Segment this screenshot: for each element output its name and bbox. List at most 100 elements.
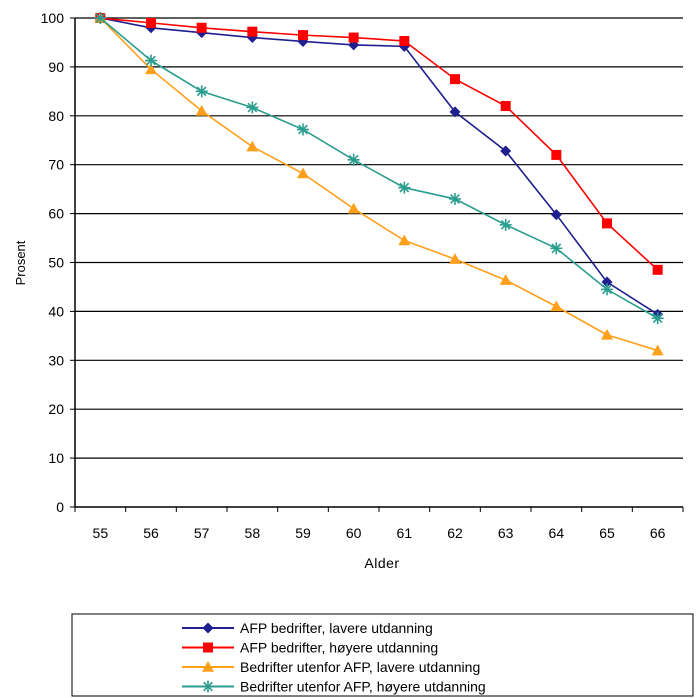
x-tick-labels: 55 56 57 58 59 60 61 62 63 64 65 66	[93, 525, 666, 541]
y-tick-label: 70	[48, 157, 64, 173]
data-point-star	[449, 192, 461, 205]
data-point-square	[602, 218, 612, 229]
star-stroke	[348, 154, 359, 165]
legend-label: Bedrifter utenfor AFP, høyere utdanning	[240, 679, 486, 695]
data-point-star	[347, 153, 360, 166]
series-3	[94, 12, 664, 356]
star-stroke	[298, 124, 308, 135]
x-tick-label: 62	[447, 525, 463, 541]
y-tick-label: 40	[48, 303, 64, 319]
data-point-star	[499, 218, 512, 231]
star-stroke	[450, 194, 460, 204]
x-tick-label: 56	[143, 525, 159, 541]
y-tick-label: 90	[48, 59, 64, 75]
data-point-square	[203, 642, 213, 653]
data-point-triangle	[398, 234, 411, 246]
legend: AFP bedrifter, lavere utdanning AFP bedri…	[71, 613, 694, 697]
legend-label: AFP bedrifter, høyere utdanning	[240, 640, 438, 656]
data-point-triangle	[550, 300, 563, 312]
data-point-square	[450, 74, 460, 85]
data-point-star	[398, 181, 411, 194]
x-tick-label: 63	[498, 525, 514, 541]
data-point-diamond	[550, 209, 562, 221]
y-tick-label: 10	[48, 450, 64, 466]
data-point-square	[298, 30, 308, 41]
x-tick-label: 66	[650, 525, 666, 541]
x-tick-label: 57	[194, 525, 210, 541]
legend-label: Bedrifter utenfor AFP, lavere utdanning	[240, 659, 480, 675]
y-tick-label: 60	[48, 206, 64, 222]
legend-entry-1: AFP bedrifter, lavere utdanning	[182, 620, 433, 636]
legend-entry-3: Bedrifter utenfor AFP, lavere utdanning	[182, 659, 480, 675]
data-point-diamond	[449, 106, 461, 118]
data-point-triangle	[651, 344, 664, 356]
x-tick-label: 61	[397, 525, 413, 541]
series-line	[100, 17, 659, 316]
axes	[74, 18, 683, 508]
data-point-star	[195, 85, 208, 98]
data-point-square	[652, 264, 663, 275]
x-tick-label: 64	[549, 525, 565, 541]
data-point-triangle	[246, 140, 259, 152]
data-point-triangle	[499, 274, 512, 285]
y-tick-labels: 0 10 20 30 40 50 60 70 80 90 100	[41, 10, 65, 515]
data-point-square	[247, 26, 258, 37]
data-point-square	[551, 149, 562, 160]
star-stroke	[602, 284, 612, 295]
series-1	[94, 12, 664, 320]
series-2	[95, 13, 663, 275]
y-tick-label: 20	[48, 401, 64, 417]
data-point-triangle	[202, 661, 214, 672]
data-point-triangle	[145, 63, 157, 75]
data-point-star	[601, 283, 613, 296]
x-axis-label: Alder	[364, 555, 399, 571]
legend-entry-2: AFP bedrifter, høyere utdanning	[182, 640, 438, 656]
data-point-star	[550, 242, 563, 255]
data-point-triangle	[449, 253, 461, 264]
legend-box	[71, 613, 694, 697]
data-point-triangle	[347, 202, 360, 214]
series-line	[99, 17, 658, 352]
x-tick-label: 55	[93, 525, 109, 541]
data-point-star	[145, 54, 157, 67]
data-point-star	[297, 123, 309, 136]
star-stroke	[652, 313, 663, 324]
data-point-star	[202, 680, 214, 693]
data-point-square	[399, 35, 410, 46]
gridlines	[70, 17, 684, 512]
data-point-triangle	[601, 328, 613, 340]
data-point-square	[146, 17, 156, 28]
data-point-square	[348, 32, 359, 43]
star-stroke	[399, 182, 410, 193]
legend-label: AFP bedrifter, lavere utdanning	[240, 620, 433, 636]
x-tick-label: 60	[346, 525, 362, 541]
y-axis-label: Prosent	[13, 240, 28, 285]
star-stroke	[203, 681, 213, 692]
y-tick-label: 50	[48, 255, 64, 271]
star-stroke	[500, 219, 511, 230]
data-point-square	[500, 101, 511, 112]
data-point-star	[246, 101, 259, 114]
y-tick-label: 0	[56, 499, 64, 515]
data-point-square	[196, 22, 207, 33]
data-point-triangle	[195, 104, 208, 116]
series-group	[94, 12, 664, 356]
x-tick-label: 59	[295, 525, 311, 541]
series-4	[94, 12, 664, 325]
data-point-diamond	[500, 145, 512, 157]
series-line	[99, 17, 659, 319]
data-point-diamond	[601, 276, 613, 288]
star-stroke	[146, 55, 156, 66]
legend-entry-4: Bedrifter utenfor AFP, høyere utdanning	[182, 679, 486, 695]
star-stroke	[551, 243, 562, 254]
data-point-star	[651, 312, 664, 325]
y-tick-label: 80	[48, 108, 64, 124]
data-point-star	[94, 12, 107, 24]
x-tick-label: 58	[245, 525, 261, 541]
data-point-diamond	[202, 622, 214, 634]
y-tick-label: 30	[48, 352, 64, 368]
y-tick-label: 100	[41, 10, 65, 26]
data-point-triangle	[297, 167, 309, 179]
star-stroke	[196, 86, 207, 97]
